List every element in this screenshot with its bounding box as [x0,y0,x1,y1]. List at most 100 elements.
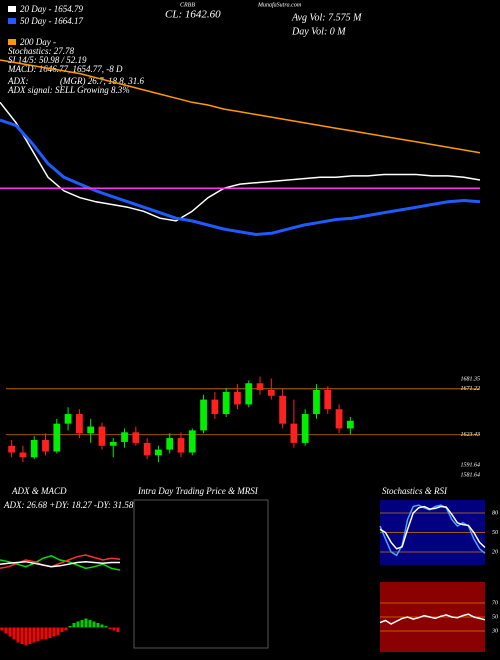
candle-body [301,414,309,443]
bar [116,627,120,632]
bar [16,627,20,643]
bar [24,627,28,646]
candle-body [211,399,219,415]
plots: 1681.35 1671.22 1623.43 1591.64 1581.64 20 50 8… [0,59,498,652]
legend-20day: 20 Day - 1654.79 [20,4,83,14]
adx-values: ADX: 26.68 +DY: 18.27 -DY: 31.58 [3,500,134,510]
indicator: ADX: [7,76,29,86]
bar [76,621,80,628]
y-tick-label: 50 [492,530,498,536]
bar [72,623,76,628]
y-tick-label: 20 [492,549,498,555]
candle-body [109,441,117,446]
candle-body [256,383,264,390]
bar [48,627,52,638]
bar [8,627,12,637]
y-tick-label: 1681.35 [461,376,481,382]
legend-200day: 200 Day - [20,37,56,47]
candle-body [19,452,27,458]
bar [28,627,32,644]
bar [44,627,48,640]
bar [68,626,72,628]
candle-body [64,414,72,424]
indicator: ADX signal: SELL Growing 8.3% [7,85,130,95]
site: MunafaSutra.com [257,1,302,8]
panel-title: Stochastics & RSI [382,486,448,496]
bar [0,627,4,631]
candle-body [245,383,253,405]
day-volume: Day Vol: 0 M [291,26,346,37]
bar [112,627,116,631]
candle-body [76,414,83,434]
candle-body [335,409,343,429]
series-line [0,554,121,571]
avg-volume: Avg Vol: 7.575 M [291,12,362,23]
bar [80,620,84,628]
candle-body [30,440,38,458]
candle-body [279,395,286,424]
close-price: CL: 1642.60 [165,9,221,21]
bar [108,627,112,629]
candle-body [222,391,230,415]
legend-swatch [8,6,16,12]
series-line [0,560,120,568]
candle-body [177,438,185,453]
bar [56,627,60,635]
candle-body [200,399,207,431]
series-line [379,613,486,625]
bar [52,627,56,637]
bar [88,620,92,628]
candle-body [346,420,354,429]
bar [100,624,104,628]
candle-body [166,438,174,450]
candle-body [87,426,95,434]
intraday-box [133,499,269,649]
y-tick-label: 30 [491,628,498,634]
y-tick-label: 1671.22 [461,386,481,392]
indicator: Stochastics: 27.78 [8,46,74,56]
series-line [379,505,486,550]
candle-body [53,423,61,452]
bar [64,627,68,631]
legend-swatch [8,18,16,24]
candle-body [98,426,106,446]
legend-swatch [8,39,16,45]
bar [104,626,108,628]
symbol: CRBB [180,2,195,8]
indicator: (MGR) 26.7, 18.8, 31.6 [60,76,144,86]
bar [96,623,100,628]
y-tick-label: 1581.64 [461,471,481,478]
candle-body [234,391,241,405]
candle-body [132,432,140,443]
indicator: MACD: 1646.77, 1654.77, -8 D [7,64,123,74]
y-tick-label: 80 [492,510,498,516]
y-tick-label: 50 [492,614,498,620]
candle-body [324,390,332,410]
series-line [0,101,481,222]
bar [92,621,96,628]
candle-body [267,390,275,396]
candle-body [188,430,196,453]
series-line [0,59,481,154]
series-line [0,118,481,237]
legend-50day: 50 Day - 1664.17 [20,16,83,26]
bar [20,627,24,644]
bar [32,627,36,643]
bar [60,627,64,632]
candle-body [8,445,16,453]
candle-body [143,442,151,456]
candle-body [121,432,128,442]
y-tick-label: 1623.43 [461,431,481,438]
bar [84,618,88,628]
y-tick-label: 1591.64 [461,462,481,469]
candle-body [155,449,162,456]
bar [40,627,44,640]
candle-body [42,440,49,452]
candle-body [313,390,320,415]
panel-title: Intra Day Trading Price & MRSI [137,486,259,496]
y-tick-label: 70 [492,600,498,606]
panel-title: ADX & MACD [11,486,67,496]
bar [4,627,8,634]
indicator: SI 14/5: 50.98 / 52.19 [8,55,87,65]
